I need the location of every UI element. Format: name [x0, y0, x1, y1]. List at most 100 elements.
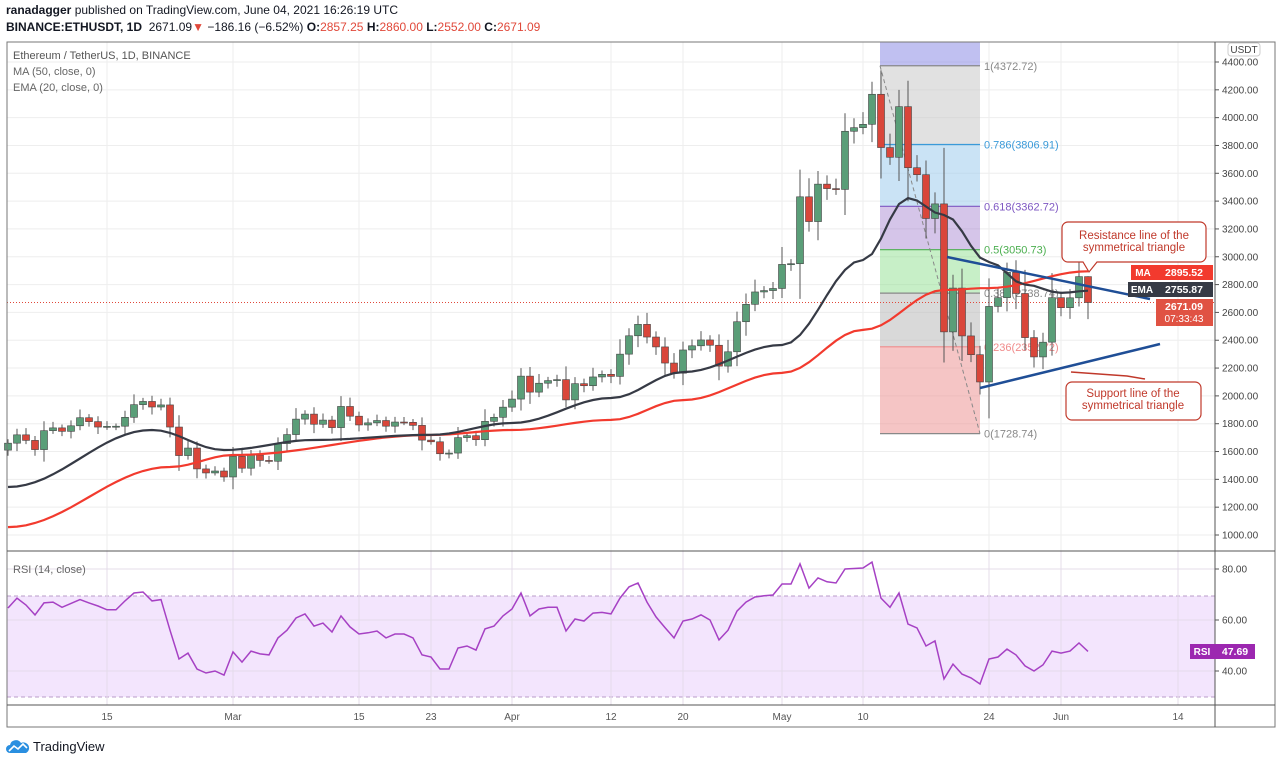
candle-up[interactable] — [301, 410, 309, 425]
candle-down[interactable] — [238, 447, 246, 473]
fib-retracement[interactable]: 1(4372.72) 0.786(3806.91) 0.618(3362.72) 0.… — [879, 42, 1059, 441]
candle-up[interactable] — [949, 274, 957, 351]
legend-ma[interactable]: MA (50, close, 0) — [13, 66, 96, 78]
tradingview-logo[interactable]: TradingView — [6, 739, 105, 754]
candle-up[interactable] — [517, 368, 525, 411]
candle-up[interactable] — [76, 409, 84, 431]
ema20-line[interactable] — [7, 196, 1089, 489]
candle-down[interactable] — [661, 337, 669, 376]
candle-up[interactable] — [994, 286, 1002, 313]
candle-down[interactable] — [652, 331, 660, 355]
candle-up[interactable] — [112, 423, 120, 431]
candle-up[interactable] — [751, 279, 759, 312]
candle-up[interactable] — [319, 413, 327, 428]
candle-up[interactable] — [463, 432, 471, 442]
candle-down[interactable] — [607, 369, 615, 384]
candle-up[interactable] — [598, 370, 606, 383]
candle-up[interactable] — [499, 400, 507, 427]
candle-up[interactable] — [4, 439, 12, 456]
candle-up[interactable] — [544, 376, 552, 389]
candle-down[interactable] — [310, 407, 318, 434]
candle-up[interactable] — [634, 315, 642, 348]
candle-down[interactable] — [328, 415, 336, 434]
candle-down[interactable] — [967, 322, 975, 363]
candle-up[interactable] — [337, 396, 345, 442]
candle-up[interactable] — [814, 170, 822, 241]
candle-up[interactable] — [481, 409, 489, 447]
candle-up[interactable] — [679, 341, 687, 386]
candle-up[interactable] — [895, 89, 903, 182]
candle-down[interactable] — [472, 430, 480, 446]
ma50-line[interactable] — [7, 270, 1089, 529]
candle-down[interactable] — [256, 450, 264, 467]
candle-down[interactable] — [823, 175, 831, 200]
candle-up[interactable] — [688, 339, 696, 359]
candle-down[interactable] — [886, 133, 894, 165]
candle-down[interactable] — [31, 436, 39, 456]
candle-up[interactable] — [49, 421, 57, 434]
candle-down[interactable] — [85, 414, 93, 427]
candle-down[interactable] — [148, 395, 156, 415]
candle-up[interactable] — [184, 440, 192, 460]
candle-down[interactable] — [202, 464, 210, 479]
candle-down[interactable] — [643, 312, 651, 344]
candle-up[interactable] — [13, 428, 21, 452]
candle-up[interactable] — [1039, 332, 1047, 370]
candle-up[interactable] — [40, 421, 48, 462]
candle-up[interactable] — [742, 293, 750, 336]
candle-down[interactable] — [1084, 276, 1092, 320]
publisher-name[interactable]: ranadagger — [6, 3, 72, 17]
candle-up[interactable] — [103, 421, 111, 430]
candle-down[interactable] — [958, 268, 966, 362]
candle-down[interactable] — [265, 455, 273, 464]
candle-down[interactable] — [58, 424, 66, 437]
candle-up[interactable] — [841, 113, 849, 216]
resistance-callout[interactable]: Resistance line of the symmetrical trian… — [1061, 221, 1207, 274]
candle-up[interactable] — [292, 408, 300, 441]
candle-down[interactable] — [562, 366, 570, 408]
candle-up[interactable] — [130, 394, 138, 423]
candle-up[interactable] — [229, 446, 237, 490]
candle-down[interactable] — [832, 178, 840, 195]
rsi-line[interactable] — [7, 560, 1089, 686]
candle-up[interactable] — [787, 259, 795, 271]
candle-up[interactable] — [121, 410, 129, 435]
candle-up[interactable] — [535, 374, 543, 398]
candle-up[interactable] — [283, 428, 291, 452]
candle-up[interactable] — [391, 416, 399, 433]
candle-down[interactable] — [904, 80, 912, 202]
candle-down[interactable] — [382, 416, 390, 432]
candle-up[interactable] — [859, 112, 867, 135]
candle-up[interactable] — [616, 339, 624, 385]
support-callout[interactable]: Support line of the symmetrical triangle — [1065, 371, 1202, 421]
candle-up[interactable] — [985, 278, 993, 419]
candle-up[interactable] — [553, 374, 561, 387]
candle-up[interactable] — [157, 398, 165, 411]
candle-up[interactable] — [1066, 289, 1074, 319]
candle-down[interactable] — [706, 335, 714, 352]
price-axis[interactable]: 1000.00 1200.00 1400.00 1600.00 1800.00 2000.… — [1215, 57, 1259, 678]
candle-up[interactable] — [589, 367, 597, 391]
resistance-trendline[interactable] — [946, 255, 1151, 301]
candle-down[interactable] — [715, 334, 723, 381]
time-axis[interactable]: 15 Mar 15 23 Apr 12 20 May 10 24 Jun 14 — [101, 712, 1184, 723]
candle-up[interactable] — [139, 397, 147, 410]
candle-up[interactable] — [769, 281, 777, 300]
candle-down[interactable] — [166, 397, 174, 438]
candle-up[interactable] — [850, 118, 858, 144]
candle-down[interactable] — [805, 178, 813, 232]
candle-up[interactable] — [67, 420, 75, 439]
legend-ema[interactable]: EMA (20, close, 0) — [13, 82, 103, 94]
candle-down[interactable] — [526, 367, 534, 404]
candle-down[interactable] — [1057, 291, 1065, 317]
candle-down[interactable] — [877, 70, 885, 179]
candle-up[interactable] — [508, 390, 516, 412]
candle-down[interactable] — [1030, 330, 1038, 368]
candle-down[interactable] — [427, 434, 435, 445]
candle-down[interactable] — [400, 416, 408, 426]
candle-up[interactable] — [364, 418, 372, 431]
candle-up[interactable] — [571, 377, 579, 410]
candle-down[interactable] — [976, 345, 984, 395]
candle-down[interactable] — [913, 155, 921, 182]
